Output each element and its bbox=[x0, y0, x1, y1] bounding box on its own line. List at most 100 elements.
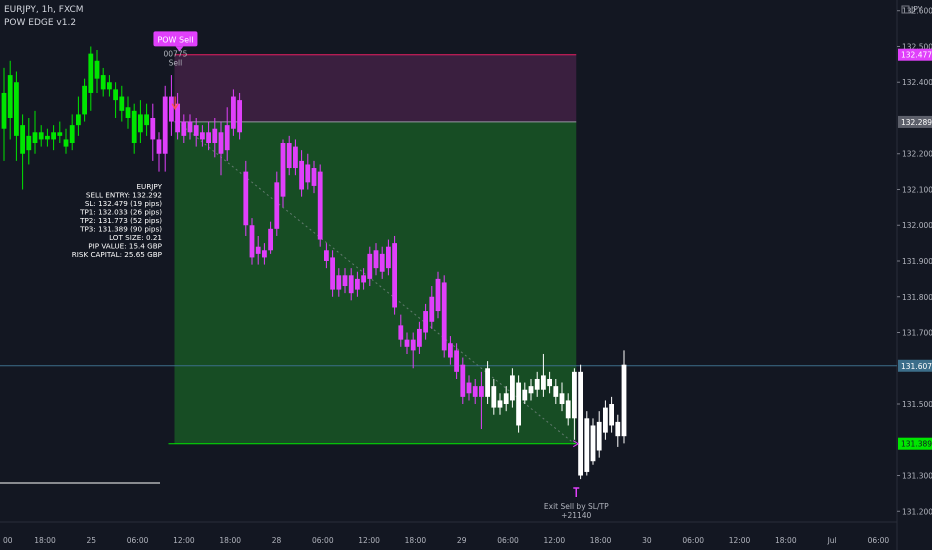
candle-body[interactable] bbox=[373, 250, 379, 269]
candle-body[interactable] bbox=[299, 160, 304, 190]
candle-body[interactable] bbox=[621, 364, 627, 437]
candle-body[interactable] bbox=[293, 146, 298, 169]
candle-body[interactable] bbox=[193, 125, 199, 136]
candle-body[interactable] bbox=[175, 103, 180, 133]
candle-body[interactable] bbox=[342, 275, 348, 287]
candle-body[interactable] bbox=[218, 132, 224, 154]
candle-body[interactable] bbox=[534, 378, 540, 390]
candle-body[interactable] bbox=[131, 110, 137, 144]
candle-body[interactable] bbox=[398, 325, 404, 340]
candle-body[interactable] bbox=[559, 393, 565, 405]
candle-body[interactable] bbox=[249, 225, 255, 258]
candle-body[interactable] bbox=[305, 164, 311, 183]
candle-body[interactable] bbox=[138, 114, 143, 133]
candle-body[interactable] bbox=[361, 275, 366, 283]
candle-body[interactable] bbox=[565, 400, 571, 419]
candle-body[interactable] bbox=[187, 121, 193, 133]
candle-body[interactable] bbox=[20, 125, 25, 154]
candle-body[interactable] bbox=[584, 418, 590, 472]
candle-body[interactable] bbox=[32, 132, 38, 144]
candle-body[interactable] bbox=[63, 139, 69, 147]
candle-body[interactable] bbox=[262, 250, 267, 258]
candle-body[interactable] bbox=[125, 107, 131, 118]
candle-body[interactable] bbox=[82, 85, 87, 115]
symbol-legend[interactable]: EURJPY, 1h, FXCM bbox=[4, 5, 84, 15]
candle-body[interactable] bbox=[119, 96, 125, 111]
candle-body[interactable] bbox=[460, 364, 466, 397]
candle-body[interactable] bbox=[150, 117, 156, 140]
candle-body[interactable] bbox=[578, 371, 583, 476]
candle-body[interactable] bbox=[286, 143, 292, 169]
candle-body[interactable] bbox=[503, 393, 509, 405]
indicator-legend[interactable]: POW EDGE v1.2 bbox=[4, 18, 77, 28]
candle-body[interactable] bbox=[355, 278, 360, 290]
candle-body[interactable] bbox=[497, 400, 503, 408]
candle-body[interactable] bbox=[330, 257, 335, 290]
candle-body[interactable] bbox=[590, 425, 596, 462]
candle-body[interactable] bbox=[572, 371, 577, 419]
candle-body[interactable] bbox=[144, 114, 149, 126]
candle-body[interactable] bbox=[57, 132, 63, 136]
candle-body[interactable] bbox=[472, 386, 478, 397]
candle-body[interactable] bbox=[541, 375, 546, 390]
candle-body[interactable] bbox=[88, 53, 94, 93]
candle-body[interactable] bbox=[100, 75, 106, 90]
candle-body[interactable] bbox=[94, 60, 100, 79]
candle-body[interactable] bbox=[156, 139, 162, 154]
candle-body[interactable] bbox=[479, 386, 484, 397]
candle-body[interactable] bbox=[417, 328, 422, 347]
candle-body[interactable] bbox=[553, 386, 559, 397]
candle-body[interactable] bbox=[38, 132, 44, 140]
candle-body[interactable] bbox=[491, 386, 497, 408]
currency-menu-icon[interactable] bbox=[901, 5, 910, 14]
candle-body[interactable] bbox=[317, 171, 323, 240]
candle-body[interactable] bbox=[26, 135, 32, 151]
candle-body[interactable] bbox=[603, 407, 608, 433]
candle-body[interactable] bbox=[379, 253, 385, 272]
candle-body[interactable] bbox=[274, 182, 280, 229]
candle-body[interactable] bbox=[51, 132, 56, 140]
candle-body[interactable] bbox=[311, 168, 317, 186]
candle-body[interactable] bbox=[224, 125, 230, 151]
candle-body[interactable] bbox=[516, 382, 521, 426]
candle-body[interactable] bbox=[528, 386, 534, 394]
candle-body[interactable] bbox=[280, 143, 286, 197]
candle-body[interactable] bbox=[206, 132, 211, 144]
candle-body[interactable] bbox=[336, 275, 342, 290]
candle-body[interactable] bbox=[212, 128, 218, 144]
candle-body[interactable] bbox=[237, 100, 242, 133]
candle-body[interactable] bbox=[435, 278, 441, 312]
candle-body[interactable] bbox=[268, 228, 273, 251]
candle-body[interactable] bbox=[113, 89, 118, 101]
candle-body[interactable] bbox=[448, 343, 453, 358]
candle-body[interactable] bbox=[392, 243, 397, 308]
candle-body[interactable] bbox=[485, 368, 490, 397]
candle-body[interactable] bbox=[410, 339, 416, 351]
candle-body[interactable] bbox=[466, 382, 472, 394]
candle-body[interactable] bbox=[69, 125, 75, 144]
candle-body[interactable] bbox=[324, 250, 329, 261]
candle-body[interactable] bbox=[441, 282, 447, 351]
signal-tag[interactable] bbox=[153, 31, 198, 47]
candle-body[interactable] bbox=[1, 92, 7, 129]
candle-body[interactable] bbox=[522, 389, 528, 401]
candle-body[interactable] bbox=[7, 75, 13, 118]
candle-body[interactable] bbox=[386, 246, 391, 269]
candle-body[interactable] bbox=[169, 96, 174, 122]
candle-body[interactable] bbox=[510, 375, 515, 401]
candle-body[interactable] bbox=[200, 132, 205, 140]
candle-body[interactable] bbox=[255, 246, 261, 254]
candle-body[interactable] bbox=[107, 82, 112, 90]
candle-body[interactable] bbox=[367, 253, 373, 279]
candle-body[interactable] bbox=[404, 339, 410, 347]
candle-body[interactable] bbox=[181, 121, 187, 136]
candle-body[interactable] bbox=[243, 171, 249, 226]
candle-body[interactable] bbox=[429, 296, 435, 322]
candle-body[interactable] bbox=[454, 350, 459, 372]
candle-body[interactable] bbox=[423, 311, 428, 333]
candle-body[interactable] bbox=[14, 82, 19, 136]
candle-body[interactable] bbox=[45, 135, 50, 140]
candle-body[interactable] bbox=[162, 96, 168, 154]
candle-body[interactable] bbox=[609, 404, 614, 426]
